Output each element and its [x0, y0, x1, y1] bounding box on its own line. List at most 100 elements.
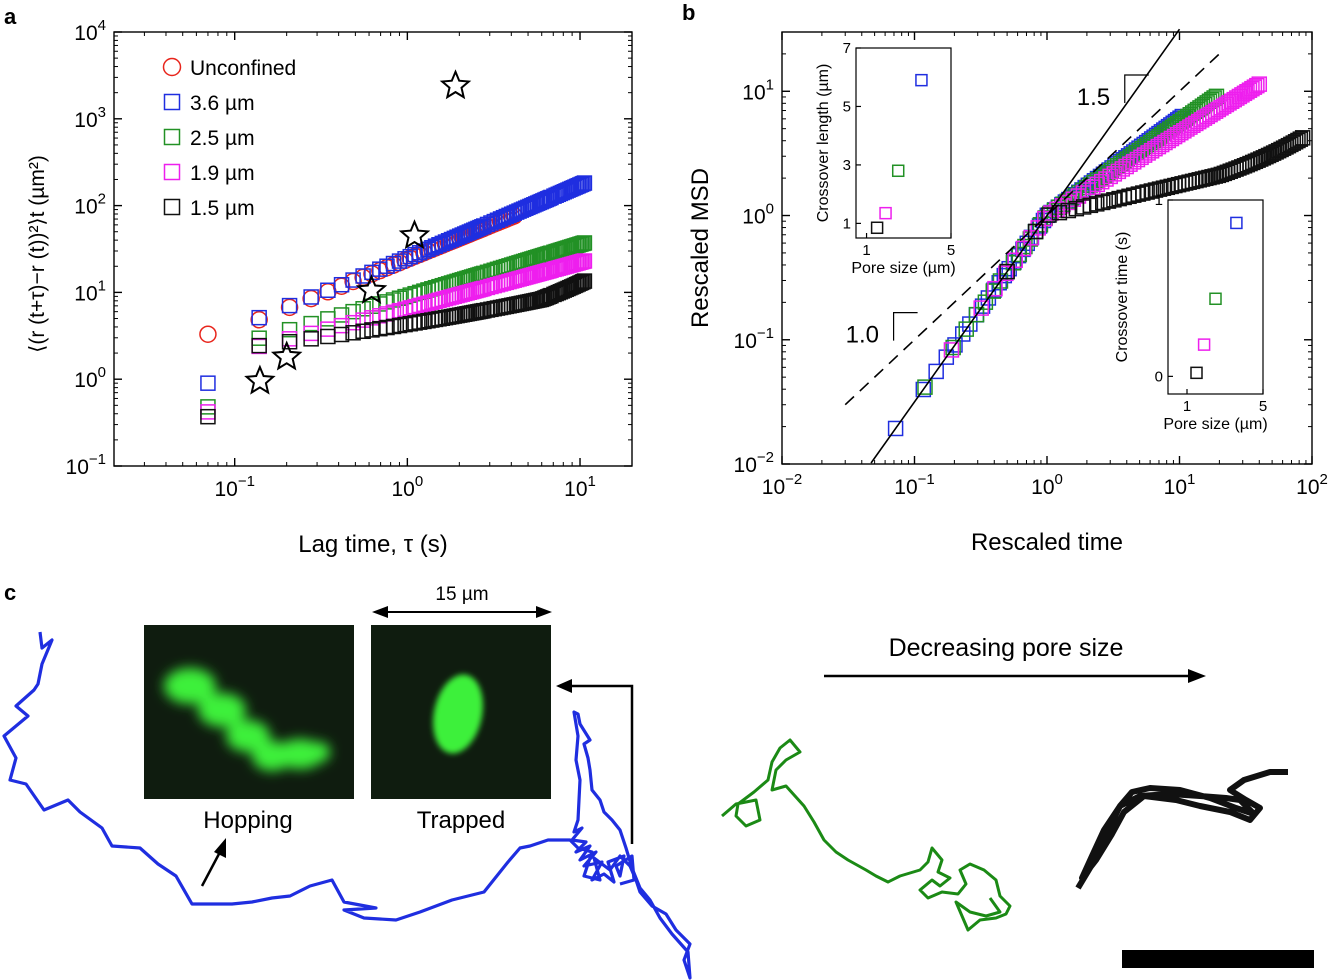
legend-marker-3: [163, 163, 181, 181]
chart-a-frame: [113, 31, 633, 467]
crossover-star-4: [244, 364, 276, 395]
data-point: [887, 420, 904, 437]
black-trajectory: [1075, 769, 1288, 890]
chart-a-ytick-label-4: 103: [74, 104, 106, 132]
panel-c: Hopping Trapped 15 µm Decreasing pore si…: [2, 584, 1314, 980]
trapped-image: [371, 625, 551, 799]
chart-a-xtick-label-2: 101: [564, 473, 596, 501]
inset-0-point: [915, 73, 928, 87]
data-point: [200, 408, 216, 425]
inset-0-xtick-label: 1: [862, 242, 870, 259]
data-point: [495, 209, 512, 226]
data-point: [1250, 152, 1266, 168]
crossover-star-0: [439, 69, 472, 100]
decreasing-arrow: [824, 669, 1206, 683]
data-point: [355, 312, 371, 328]
chart-a-crossover-stars: [244, 69, 472, 395]
data-point: [1246, 79, 1263, 95]
series-4: [200, 273, 593, 425]
chart-a-ytick-label-5: 104: [74, 17, 106, 45]
chart-a-xtick-label-1: 100: [392, 473, 424, 501]
data-point: [364, 310, 380, 326]
chart-b-xtick-label-4: 102: [1296, 471, 1328, 499]
data-point: [1060, 202, 1077, 219]
inset-1-ytick-label: 0: [1155, 368, 1163, 385]
slope-label-0: 1.5: [1077, 84, 1110, 111]
chart-b-xtick-label-3: 101: [1164, 471, 1196, 499]
inset-1-ytick-label: 1: [1155, 192, 1163, 209]
data-point: [320, 311, 336, 327]
data-point: [973, 300, 989, 316]
data-point: [943, 342, 960, 358]
panel-c-label: c: [4, 580, 16, 605]
hopping-label: Hopping: [203, 807, 292, 834]
inset-1-ylabel: Crossover time (s): [1114, 232, 1131, 363]
decreasing-label: Decreasing pore size: [889, 634, 1124, 662]
crossover-star-3: [270, 340, 303, 371]
data-point: [391, 253, 408, 269]
chart-b-ytick-label-1: 10−1: [734, 325, 774, 353]
chart-a-xlabel: Lag time, τ (s): [298, 531, 448, 558]
data-point: [1089, 176, 1106, 193]
chart-b-inset-crossover-length: 1 5 1 3 5 7 Pore size (µm) Crossover length (µm…: [815, 40, 956, 277]
data-point: [974, 298, 991, 314]
data-point: [498, 208, 515, 225]
data-point: [1130, 186, 1147, 202]
legend-marker-2: [163, 128, 181, 146]
data-point: [281, 331, 298, 347]
data-point: [1041, 207, 1057, 223]
data-point: [200, 399, 216, 415]
legend-label-3: 1.9 µm: [190, 162, 255, 185]
chart-a-ytick-label-2: 101: [74, 277, 106, 305]
data-point: [391, 317, 408, 334]
data-point: [1085, 179, 1101, 195]
data-point: [303, 325, 319, 342]
chart-a-ytick-label-3: 102: [74, 191, 106, 219]
inset-1-point: [1209, 292, 1222, 306]
inset-1-point: [1197, 338, 1211, 351]
inset-0-ytick-label: 1: [843, 215, 851, 232]
data-point: [998, 265, 1014, 282]
chart-a-ylabel: ⟨(r (t+τ)−r (t))²⟩t (µm²): [26, 155, 49, 353]
data-point: [1089, 196, 1105, 212]
series-2: [943, 76, 1268, 358]
data-point: [446, 230, 463, 247]
data-point: [1294, 130, 1311, 146]
data-point: [345, 314, 361, 331]
inset-0-point: [891, 164, 905, 178]
data-point: [251, 338, 267, 355]
hopping-arrow: [200, 838, 226, 887]
data-point: [407, 246, 423, 263]
data-point: [1147, 182, 1164, 198]
data-point: [281, 321, 298, 338]
data-point: [576, 235, 593, 251]
data-point: [1106, 192, 1122, 208]
data-point: [977, 294, 994, 310]
data-point: [1292, 131, 1309, 147]
data-point: [251, 309, 267, 326]
chart-b-ytick-label-0: 10−2: [734, 449, 774, 477]
data-point: [576, 253, 593, 269]
inset-1-frame: [1167, 199, 1264, 395]
crossover-star-2: [355, 273, 388, 304]
data-point: [915, 381, 932, 398]
data-point: [928, 363, 944, 380]
data-point: [1251, 76, 1268, 92]
data-point: [947, 337, 963, 353]
chart-a-legend: Unconfined 3.6 µm 2.5 µm 1.9 µm 1.5 µm: [162, 57, 296, 220]
data-point: [474, 219, 490, 235]
data-point: [385, 255, 402, 272]
data-point: [1210, 167, 1227, 184]
scale-arrow-label: 15 µm: [435, 584, 488, 605]
data-point: [443, 231, 460, 248]
data-point: [1093, 173, 1110, 190]
inset-1-xlabel: Pore size (µm): [1163, 416, 1267, 433]
inset-0-xlabel: Pore size (µm): [851, 260, 955, 277]
data-point: [576, 175, 593, 191]
data-point: [443, 289, 460, 305]
slope-1.0-line: [844, 53, 1220, 406]
inset-1-point: [1190, 366, 1203, 380]
